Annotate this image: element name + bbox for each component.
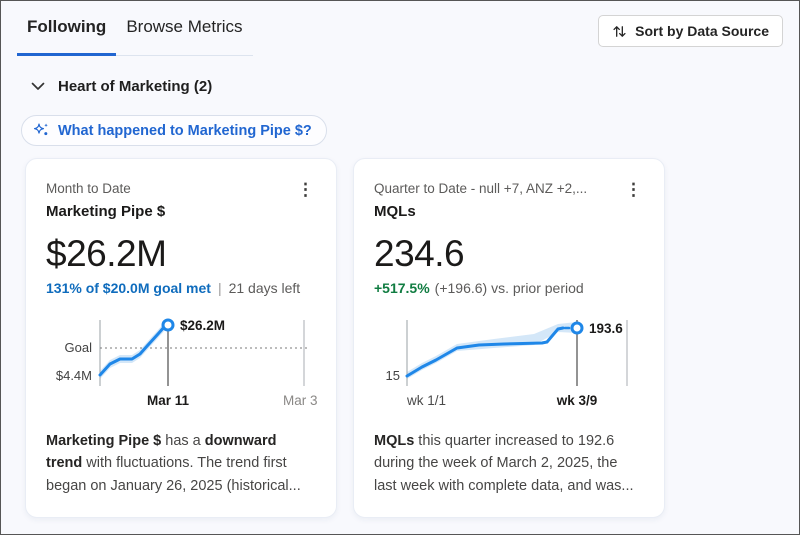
card-insight-text: Marketing Pipe $ has a downward trend wi… (46, 430, 316, 497)
card-insight-text: MQLs this quarter increased to 192.6 dur… (374, 430, 644, 497)
copilot-suggestion-chip[interactable]: What happened to Marketing Pipe $? (21, 115, 327, 146)
marker-value-label: $26.2M (180, 318, 225, 333)
sort-button-label: Sort by Data Source (635, 23, 769, 39)
card-header: Quarter to Date - null +7, ANZ +2,... ⋮ (374, 181, 644, 198)
metric-card-mqls[interactable]: Quarter to Date - null +7, ANZ +2,... ⋮ … (353, 158, 665, 518)
x-tick-current: Mar 11 (147, 393, 190, 408)
tab-following[interactable]: Following (17, 1, 117, 56)
x-tick-start: wk 1/1 (406, 393, 446, 408)
current-value-marker (570, 321, 584, 335)
chevron-down-icon (31, 82, 45, 90)
trend-line (98, 324, 167, 377)
y-start-label: $4.4M (56, 368, 92, 383)
sparkle-icon (33, 123, 48, 136)
delta-detail-text: (+196.6) vs. prior period (434, 279, 584, 296)
metric-value: 234.6 (374, 233, 465, 274)
days-left-text: 21 days left (228, 279, 301, 296)
card-period-label: Quarter to Date - null +7, ANZ +2,... (374, 181, 588, 196)
delta-percent-text: +517.5% (374, 279, 430, 296)
insight-text: has a (161, 432, 205, 449)
sparkline-chart-mqls: 15 193.6 wk 1/1 wk 3/9 (386, 319, 628, 408)
x-tick-current: wk 3/9 (556, 393, 598, 408)
metrics-page: Following Browse Metrics Sort by Data So… (1, 1, 799, 518)
metric-name: MQLs (374, 203, 416, 220)
x-tick-end: Mar 31 (283, 393, 318, 408)
card-period-label: Month to Date (46, 181, 131, 196)
insight-metric-name: MQLs (374, 432, 415, 449)
header: Following Browse Metrics Sort by Data So… (17, 1, 783, 56)
metric-name: Marketing Pipe $ (46, 203, 166, 220)
metric-status-line: +517.5% (+196.6) vs. prior period (374, 280, 644, 296)
metric-status-line: 131% of $20.0M goal met | 21 days left (46, 280, 316, 296)
collapse-section-button[interactable] (29, 80, 47, 93)
card-menu-button[interactable]: ⋮ (297, 180, 314, 199)
marker-value-label: 193.6 (589, 321, 623, 336)
trend-line (405, 326, 565, 378)
insight-text: this quarter increased to 192.6 during t… (374, 432, 634, 494)
card-menu-button[interactable]: ⋮ (625, 180, 642, 199)
goal-axis-label: Goal (65, 340, 93, 355)
status-separator: | (217, 279, 222, 296)
metric-card-list: Month to Date ⋮ Marketing Pipe $ $26.2M … (25, 158, 783, 518)
tab-browse-metrics[interactable]: Browse Metrics (126, 17, 243, 36)
insight-text-2: with fluctuations. The trend first began… (46, 455, 301, 494)
sort-arrows-icon (613, 25, 626, 37)
tab-bar: Following Browse Metrics (17, 1, 253, 56)
confidence-band (100, 320, 166, 379)
sparkline-chart-marketing-pipe: Goal $4.4M $26.2M Mar 11 Mar 31 (56, 318, 318, 408)
suggestion-chip-label: What happened to Marketing Pipe $? (58, 122, 312, 139)
insight-trend: downward trend (46, 432, 277, 472)
sort-by-data-source-button[interactable]: Sort by Data Source (598, 15, 783, 47)
section-title: Heart of Marketing (2) (58, 78, 213, 95)
confidence-band (407, 321, 577, 379)
goal-progress-text: 131% of $20.0M goal met (46, 279, 211, 296)
section-header[interactable]: Heart of Marketing (2) (17, 78, 783, 95)
card-header: Month to Date ⋮ (46, 181, 316, 198)
current-value-marker (161, 318, 175, 332)
metric-card-marketing-pipe[interactable]: Month to Date ⋮ Marketing Pipe $ $26.2M … (25, 158, 337, 518)
y-start-label: 15 (386, 368, 400, 383)
insight-metric-name: Marketing Pipe $ (46, 432, 162, 449)
metric-value: $26.2M (46, 233, 167, 274)
